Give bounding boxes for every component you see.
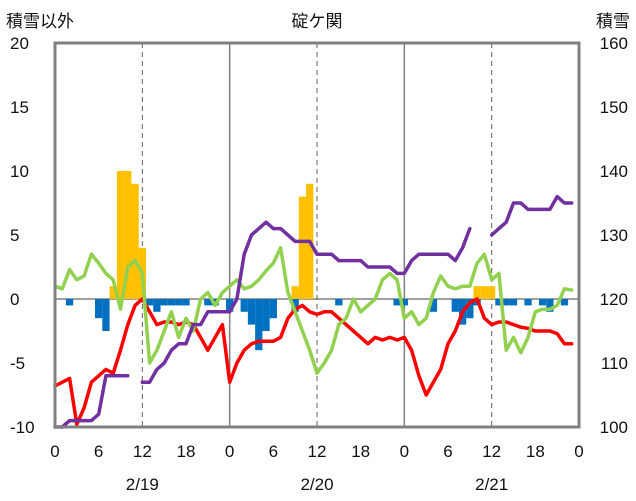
date-label: 2/19 [126, 475, 159, 494]
bar-snowfall-bar [473, 286, 481, 299]
x-tick-label: 0 [400, 442, 409, 461]
x-tick-label: 0 [574, 442, 583, 461]
date-label: 2/20 [300, 475, 333, 494]
plot-frame [53, 41, 581, 429]
bar-snow-change-bar [204, 299, 212, 306]
bar-snow-change-bar [538, 299, 547, 306]
x-axis: 0 6 12 18 0 6 12 18 0 6 12 18 0 [50, 442, 583, 461]
bar-snow-change-bar [153, 299, 161, 312]
bar-snow-change-bar [240, 299, 248, 312]
bar-snowfall-bar [116, 171, 125, 299]
x-tick-label: 0 [50, 442, 59, 461]
x-tick-label: 18 [526, 442, 545, 461]
bar-snow-change-bar [466, 299, 474, 319]
bar-snowfall-bar [480, 286, 489, 299]
y-tick-left: 10 [10, 162, 29, 181]
x-tick-label: 6 [269, 442, 278, 461]
bar-snow-change-bar [335, 299, 343, 306]
bar-snow-change-bar [167, 299, 176, 306]
y-axis-left: 20 15 10 5 0 -5 -10 [10, 34, 35, 437]
line-temperature [53, 297, 574, 427]
y-tick-left: 0 [10, 290, 19, 309]
y-tick-right: 130 [600, 226, 628, 245]
date-labels: 2/19 2/20 2/21 [126, 475, 508, 494]
y-tick-right: 100 [600, 418, 628, 437]
bar-snowfall-bar [488, 286, 496, 299]
bar-snow-change-bar [182, 299, 190, 306]
y-tick-left: 20 [10, 34, 29, 53]
bar-snow-change-bar [495, 299, 503, 306]
bar-snow-change-bar [560, 299, 569, 306]
line-snow-depth [53, 374, 130, 429]
bar-snow-change-bar [226, 299, 234, 312]
x-tick-label: 18 [351, 442, 370, 461]
bar-snow-change-bar [95, 299, 103, 319]
chart-title: 碇ケ関 [292, 12, 343, 32]
bar-snow-change-bar [175, 299, 183, 306]
bar-snow-change-bar [102, 299, 110, 331]
bar-snow-change-bar [400, 299, 408, 306]
bar-snow-change-bar [509, 299, 518, 306]
bar-snow-change-bar [160, 299, 168, 306]
y-tick-right: 120 [600, 290, 628, 309]
y-tick-left: -5 [10, 354, 25, 373]
bar-snow-change-bar [502, 299, 510, 306]
line-snow-depth [140, 220, 472, 384]
x-tick-label: 12 [133, 442, 152, 461]
line-wind [53, 246, 574, 375]
bar-snowfall-bar [291, 286, 299, 299]
series-lines [53, 194, 574, 429]
bar-snow-change-bar [291, 299, 299, 312]
y-tick-left: 5 [10, 226, 19, 245]
bar-snow-change-bar [255, 299, 263, 351]
y-axis-right: 160 150 140 130 120 110 100 [600, 34, 628, 437]
bar-snow-change-bar [65, 299, 74, 306]
bar-snow-change-bar [451, 299, 459, 312]
y-tick-right: 150 [600, 98, 628, 117]
bar-snow-change-bar [262, 299, 270, 331]
x-tick-label: 6 [443, 442, 452, 461]
bar-snow-change-bar [145, 299, 154, 306]
bar-snow-change-bar [247, 299, 256, 325]
x-tick-label: 6 [94, 442, 103, 461]
y-tick-right: 110 [601, 354, 628, 373]
y-axis-right-label: 積雪 [596, 12, 630, 32]
date-label: 2/21 [475, 475, 508, 494]
x-tick-label: 12 [308, 442, 327, 461]
x-tick-label: 12 [482, 442, 501, 461]
bar-snowfall-bar [298, 196, 307, 299]
bar-snow-change-bar [429, 299, 438, 312]
bar-snow-change-bar [546, 299, 554, 312]
bar-snowfall-bar [109, 286, 117, 299]
bar-snowfall-bar [131, 183, 139, 299]
y-axis-left-label: 積雪以外 [6, 12, 74, 32]
bar-snow-change-bar [269, 299, 277, 319]
bar-snow-change-bar [393, 299, 401, 306]
bar-snow-change-bar [524, 299, 532, 306]
y-tick-left: -10 [10, 418, 35, 437]
bar-snowfall-bar [124, 171, 132, 299]
y-tick-left: 15 [10, 98, 29, 117]
x-tick-label: 0 [225, 442, 234, 461]
x-tick-label: 18 [177, 442, 196, 461]
y-tick-right: 140 [600, 162, 628, 181]
y-tick-right: 160 [600, 34, 628, 53]
line-snow-depth [489, 194, 574, 237]
